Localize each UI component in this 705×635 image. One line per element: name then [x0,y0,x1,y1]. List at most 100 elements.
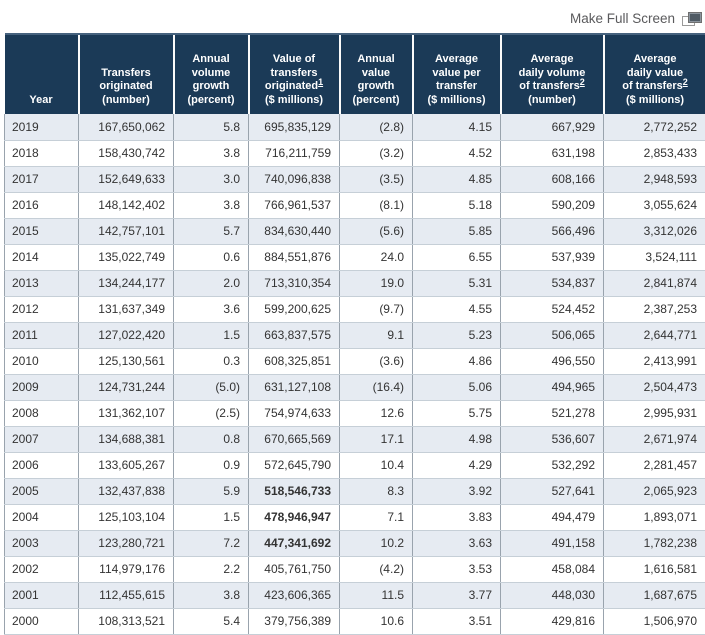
cell-col6: 536,607 [500,426,604,453]
cell-col6: 534,837 [500,270,604,297]
cell-col5: 4.86 [412,348,501,375]
cell-col4: (16.4) [339,374,413,401]
footnote-ref-2[interactable]: 2 [579,77,585,87]
table-row-2004: 2004 125,103,104 1.5 478,946,947 7.1 3.83 494,… [4,504,705,531]
column-unit: (percent) [352,93,400,106]
cell-col4: 24.0 [339,244,413,271]
cell-col2: (2.5) [173,400,249,427]
cell-col6: 608,166 [500,166,604,193]
cell-col3: 572,645,790 [248,452,340,479]
cell-col1: 135,022,749 [78,244,174,271]
cell-col5: 3.63 [412,530,501,557]
cell-col3: 884,551,876 [248,244,340,271]
cell-year: 2006 [4,452,79,479]
table-row-2018: 2018 158,430,742 3.8 716,211,759 (3.2) 4.52 63… [4,140,705,167]
cell-col6: 532,292 [500,452,604,479]
cell-year: 2002 [4,556,79,583]
cell-year: 2015 [4,218,79,245]
cell-col1: 131,637,349 [78,296,174,323]
cell-col4: (9.7) [339,296,413,323]
cell-col7: 2,671,974 [603,426,705,453]
cell-col2: 0.8 [173,426,249,453]
cell-col4: (3.2) [339,140,413,167]
cell-col4: 17.1 [339,426,413,453]
cell-col2: 1.5 [173,504,249,531]
cell-col4: (2.8) [339,114,413,141]
table-row-2006: 2006 133,605,267 0.9 572,645,790 10.4 4.29 532… [4,452,705,479]
cell-col3: 695,835,129 [248,114,340,141]
make-fullscreen-label[interactable]: Make Full Screen [569,11,675,26]
cell-col3: 447,341,692 [248,530,340,557]
fullscreen-window-icon[interactable] [682,12,702,26]
cell-col3: 740,096,838 [248,166,340,193]
cell-year: 2008 [4,400,79,427]
footnote-ref-1[interactable]: 1 [318,77,324,87]
header-row: Year Transfers originated (number) Annual vol… [4,33,705,114]
table-row-2008: 2008 131,362,107 (2.5) 754,974,633 12.6 5.75 5… [4,400,705,427]
cell-col5: 4.98 [412,426,501,453]
table-row-2002: 2002 114,979,176 2.2 405,761,750 (4.2) 3.53 45… [4,556,705,583]
cell-col2: 0.3 [173,348,249,375]
column-unit: ($ millions) [625,93,685,106]
cell-col2: 0.9 [173,452,249,479]
cell-col5: 3.83 [412,504,501,531]
column-unit: (number) [528,93,576,106]
cell-year: 2009 [4,374,79,401]
column-header-4: Annual value growth (percent) [338,33,413,114]
cell-col4: (8.1) [339,192,413,219]
cell-col1: 167,650,062 [78,114,174,141]
cell-col6: 631,198 [500,140,604,167]
fedwire-transfers-table: Year Transfers originated (number) Annual vol… [4,33,705,635]
table-row-2003: 2003 123,280,721 7.2 447,341,692 10.2 3.63 491… [4,530,705,557]
cell-col1: 123,280,721 [78,530,174,557]
cell-col3: 631,127,108 [248,374,340,401]
cell-col4: (3.5) [339,166,413,193]
cell-year: 2004 [4,504,79,531]
cell-col2: 3.6 [173,296,249,323]
cell-year: 2016 [4,192,79,219]
footnote-ref-2[interactable]: 2 [682,77,688,87]
table-row-2007: 2007 134,688,381 0.8 670,665,569 17.1 4.98 536… [4,426,705,453]
cell-col2: 3.8 [173,582,249,609]
cell-col7: 1,616,581 [603,556,705,583]
cell-col5: 3.51 [412,608,501,635]
column-header-1: Transfers originated (number) [77,33,174,114]
cell-year: 2011 [4,322,79,349]
table-body: 2019 167,650,062 5.8 695,835,129 (2.8) 4.15 66… [4,114,705,635]
table-row-2009: 2009 124,731,244 (5.0) 631,127,108 (16.4) 5.0… [4,374,705,401]
cell-col1: 148,142,402 [78,192,174,219]
cell-col2: 3.8 [173,140,249,167]
cell-col1: 158,430,742 [78,140,174,167]
cell-year: 2007 [4,426,79,453]
column-header-6: Average daily volume of transfers2 (number) [499,33,604,114]
cell-col3: 670,665,569 [248,426,340,453]
fullscreen-icon-front-pane [688,12,702,23]
make-fullscreen-link[interactable]: Make Full Screen [570,11,702,27]
column-header-0: Year [4,33,79,114]
cell-col2: 5.7 [173,218,249,245]
cell-col2: 5.4 [173,608,249,635]
column-unit: (number) [102,93,150,106]
cell-col7: 2,281,457 [603,452,705,479]
table-row-2016: 2016 148,142,402 3.8 766,961,537 (8.1) 5.18 59… [4,192,705,219]
cell-col3: 405,761,750 [248,556,340,583]
cell-col7: 3,055,624 [603,192,705,219]
column-header-3: Value of transfers originated1 ($ millions) [247,33,340,114]
cell-year: 2014 [4,244,79,271]
cell-col7: 2,065,923 [603,478,705,505]
cell-col4: 11.5 [339,582,413,609]
cell-col7: 2,948,593 [603,166,705,193]
cell-col1: 132,437,838 [78,478,174,505]
cell-col2: (5.0) [173,374,249,401]
cell-col2: 2.0 [173,270,249,297]
cell-col3: 663,837,575 [248,322,340,349]
cell-col6: 521,278 [500,400,604,427]
cell-col5: 4.52 [412,140,501,167]
table-row-2001: 2001 112,455,615 3.8 423,606,365 11.5 3.77 448… [4,582,705,609]
cell-col6: 537,939 [500,244,604,271]
cell-col5: 4.29 [412,452,501,479]
table-row-2019: 2019 167,650,062 5.8 695,835,129 (2.8) 4.15 66… [4,114,705,141]
cell-col4: 10.6 [339,608,413,635]
cell-col2: 5.9 [173,478,249,505]
table-row-2017: 2017 152,649,633 3.0 740,096,838 (3.5) 4.85 60… [4,166,705,193]
